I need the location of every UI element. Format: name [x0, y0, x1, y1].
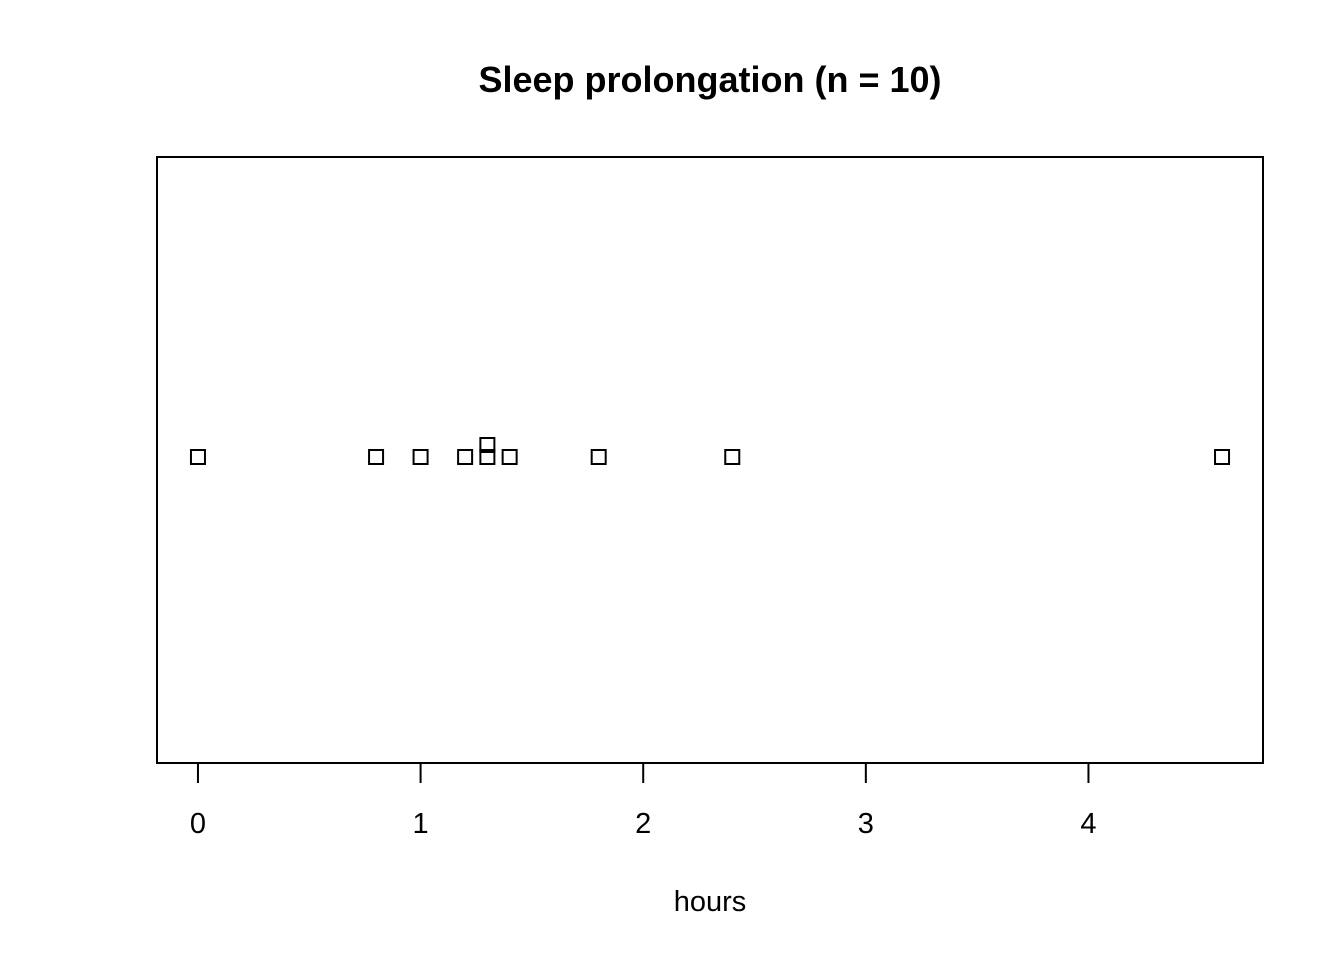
x-axis-label: hours [674, 886, 747, 918]
x-tick-label: 2 [635, 808, 651, 840]
chart-title: Sleep prolongation (n = 10) [478, 59, 941, 100]
data-point [368, 449, 385, 465]
x-axis: 0 1 2 3 4 [190, 762, 1097, 840]
data-point [1214, 449, 1231, 465]
data-point [412, 449, 429, 465]
x-tick-label: 4 [1080, 808, 1096, 840]
data-point [724, 449, 741, 465]
data-point [479, 449, 496, 465]
data-point [501, 449, 518, 465]
x-tick-label: 0 [190, 808, 206, 840]
x-tick-label: 1 [413, 808, 429, 840]
data-point [590, 449, 607, 465]
data-point [189, 449, 206, 465]
data-point [457, 449, 474, 465]
data-point [479, 437, 496, 453]
data-points [189, 437, 1231, 465]
x-tick-label: 3 [858, 808, 874, 840]
plot-frame [156, 156, 1264, 764]
